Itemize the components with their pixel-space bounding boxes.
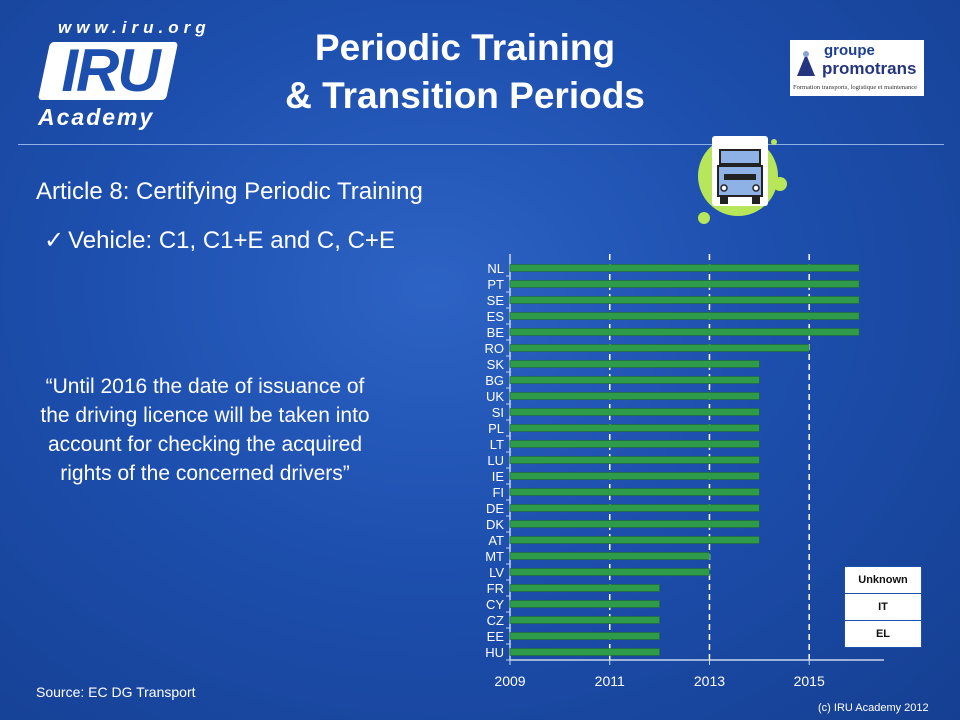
- legend-table: Unknown IT EL: [844, 566, 922, 648]
- category-label-lt: LT: [490, 437, 504, 452]
- logo-url: www.iru.org: [58, 18, 211, 37]
- transition-quote: “Until 2016 the date of issuance of the …: [40, 375, 370, 485]
- title-line-2: & Transition Periods: [285, 75, 645, 116]
- category-label-nl: NL: [487, 261, 504, 276]
- partner-line-1: groupe: [824, 42, 875, 59]
- logo-academy-text: Academy: [38, 104, 155, 130]
- iru-academy-logo: www.iru.org IRU Academy: [37, 14, 206, 132]
- bar-cz: [509, 616, 660, 624]
- bar-fr: [509, 584, 660, 592]
- category-label-ro: RO: [485, 341, 505, 356]
- x-tick-label-2015: 2015: [794, 673, 825, 689]
- partner-line-3: Formation transports, logistique et main…: [793, 84, 918, 91]
- bar-lv: [509, 568, 710, 576]
- bar-lt: [509, 440, 760, 448]
- article-heading: Article 8: Certifying Periodic Training: [36, 178, 423, 205]
- category-label-ee: EE: [487, 629, 505, 644]
- copyright-note: (c) IRU Academy 2012: [818, 702, 929, 714]
- bar-ie: [509, 472, 760, 480]
- partner-emblem-icon: [797, 51, 815, 76]
- category-label-mt: MT: [485, 549, 504, 564]
- bar-fi: [509, 488, 760, 496]
- bar-mt: [509, 552, 710, 560]
- vehicle-bullet: ✓ Vehicle: C1, C1+E and C, C+E: [44, 226, 395, 255]
- x-tick-label-2013: 2013: [694, 673, 725, 689]
- bar-si: [509, 408, 760, 416]
- bar-ee: [509, 632, 660, 640]
- vehicle-bullet-text: Vehicle: C1, C1+E and C, C+E: [68, 227, 395, 254]
- bar-pt: [509, 280, 860, 288]
- category-label-pl: PL: [488, 421, 504, 436]
- category-label-fr: FR: [487, 581, 504, 596]
- legend-item-unknown: Unknown: [845, 567, 921, 594]
- bar-de: [509, 504, 760, 512]
- category-label-ie: IE: [492, 469, 505, 484]
- bar-lu: [509, 456, 760, 464]
- category-label-se: SE: [487, 293, 505, 308]
- bar-es: [509, 312, 860, 320]
- truck-icon: [698, 136, 787, 224]
- bar-bg: [509, 376, 760, 384]
- bar-dk: [509, 520, 760, 528]
- bar-uk: [509, 392, 760, 400]
- legend-item-it: IT: [845, 594, 921, 621]
- category-label-bg: BG: [485, 373, 504, 388]
- title-line-1: Periodic Training: [314, 27, 616, 68]
- category-label-uk: UK: [486, 389, 504, 404]
- category-label-fi: FI: [492, 485, 504, 500]
- source-note: Source: EC DG Transport: [36, 684, 196, 700]
- category-label-cy: CY: [486, 597, 504, 612]
- category-label-hu: HU: [485, 645, 504, 660]
- bar-se: [509, 296, 860, 304]
- bar-ro: [509, 344, 810, 352]
- logo-iru-text: IRU: [61, 37, 160, 104]
- header-divider: [18, 144, 944, 145]
- checkmark-icon: ✓: [44, 227, 65, 254]
- x-tick-label-2011: 2011: [595, 673, 625, 689]
- x-tick-label-2009: 2009: [494, 673, 525, 689]
- category-label-pt: PT: [487, 277, 504, 292]
- bar-nl: [509, 264, 860, 272]
- category-label-lu: LU: [487, 453, 504, 468]
- category-label-lv: LV: [489, 565, 504, 580]
- transition-bar-chart: NLPTSEESBEROSKBGUKSIPLLTLUIEFIDEDKATMTLV…: [485, 254, 884, 689]
- category-label-at: AT: [488, 533, 504, 548]
- category-label-de: DE: [486, 501, 504, 516]
- category-label-si: SI: [492, 405, 504, 420]
- bar-pl: [509, 424, 760, 432]
- bar-at: [509, 536, 760, 544]
- category-label-cz: CZ: [487, 613, 504, 628]
- category-label-sk: SK: [487, 357, 505, 372]
- partner-logo: groupe promotrans Formation transports, …: [790, 40, 924, 96]
- category-label-dk: DK: [486, 517, 504, 532]
- partner-line-2: promotrans: [822, 59, 917, 78]
- category-label-be: BE: [487, 325, 505, 340]
- bar-cy: [509, 600, 660, 608]
- legend-item-el: EL: [875, 628, 891, 640]
- bar-sk: [509, 360, 760, 368]
- bar-be: [509, 328, 860, 336]
- category-label-es: ES: [487, 309, 505, 324]
- slide-title: Periodic Training & Transition Periods: [200, 24, 730, 120]
- bar-hu: [509, 648, 660, 656]
